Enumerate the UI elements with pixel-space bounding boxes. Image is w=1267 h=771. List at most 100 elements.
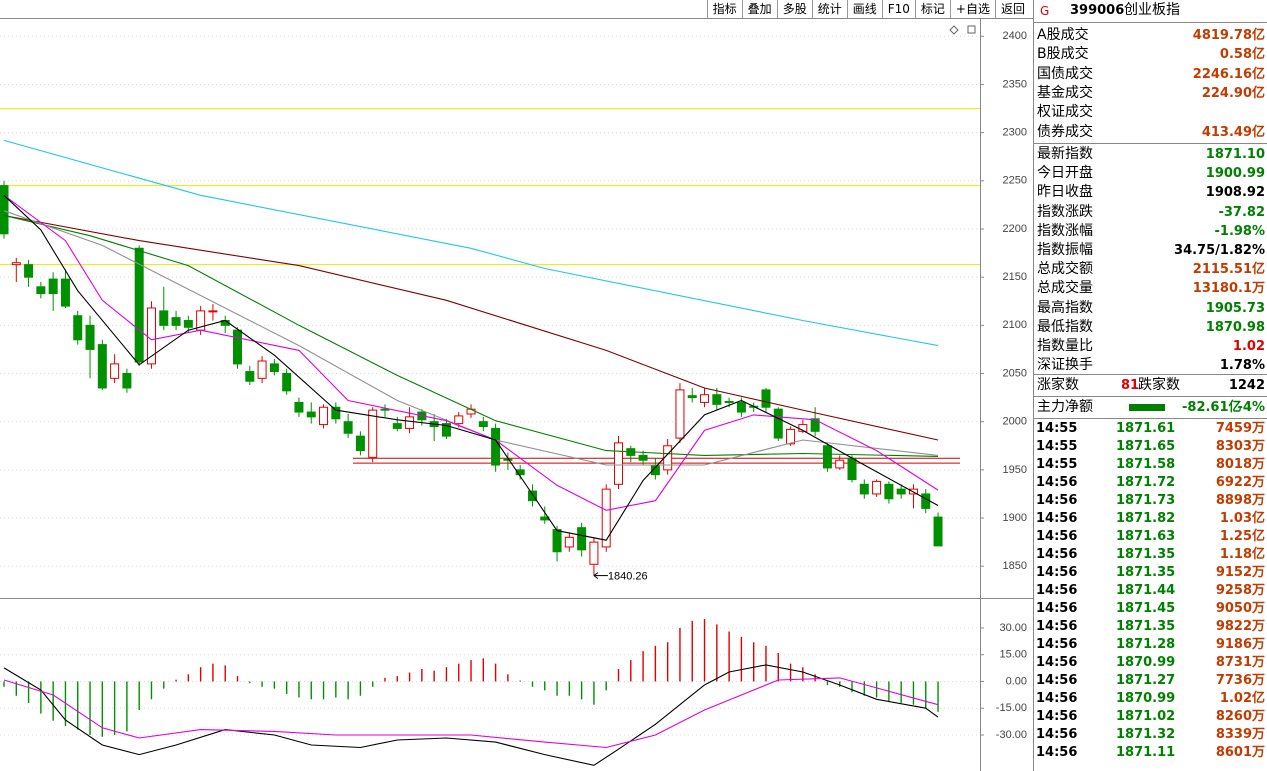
separator (1034, 22, 1267, 23)
up-label: 涨家数 (1037, 377, 1079, 393)
row-value: 1.02 (1232, 339, 1265, 354)
row-label: 基金成交 (1037, 84, 1093, 101)
candle-body (638, 454, 648, 461)
y-tick-label: 30.00 (999, 622, 1027, 634)
row-value: 1.78% (1219, 358, 1265, 374)
trade-price: 1871.35 (1116, 619, 1176, 634)
trade-volume: 1.02亿 (1219, 691, 1265, 706)
trade-volume: 1.03亿 (1219, 511, 1265, 526)
indicator-line (3, 139, 939, 347)
candle-body (306, 411, 316, 418)
row-value: 1870.98 (1205, 319, 1265, 335)
trade-price: 1871.11 (1116, 745, 1176, 760)
candle-body (171, 317, 181, 326)
candle-body (896, 488, 906, 495)
row-label: 昨日收盘 (1037, 184, 1093, 201)
trade-volume: 6922万 (1215, 475, 1265, 490)
candle-body (589, 541, 599, 565)
row-value: 2115.51亿 (1192, 262, 1265, 278)
row-label: 总成交量 (1037, 280, 1093, 297)
candle-body (478, 421, 488, 428)
trade-time: 14:56 (1036, 475, 1078, 490)
main-force-pct: -4% (1237, 400, 1265, 415)
trade-time: 14:56 (1036, 745, 1078, 760)
candle-body (847, 457, 857, 480)
row-value: 1900.99 (1205, 166, 1265, 182)
toolbar-button[interactable]: F10 (881, 0, 915, 18)
trade-time: 14:56 (1036, 601, 1078, 616)
trade-price: 1870.99 (1116, 655, 1176, 670)
candle-body (503, 458, 513, 461)
row-label: 指数量比 (1037, 338, 1093, 354)
trade-volume: 9258万 (1215, 583, 1265, 598)
toolbar-button[interactable]: 画线 (846, 0, 882, 18)
y-tick-label: 1850 (1003, 560, 1027, 572)
candle-body (380, 408, 390, 411)
candle-body (11, 262, 21, 266)
candle-body (122, 373, 132, 389)
candle-body (134, 247, 144, 363)
candle-body (73, 315, 83, 341)
candle-body (454, 415, 464, 425)
row-label: 权证成交 (1037, 104, 1093, 121)
trade-volume: 8018万 (1215, 457, 1265, 472)
trade-volume: 8731万 (1215, 655, 1265, 670)
row-value: -1.98% (1214, 223, 1266, 239)
row-value: 413.49亿 (1201, 124, 1265, 140)
trade-price: 1871.72 (1116, 475, 1176, 490)
candle-body (773, 408, 783, 439)
row-label: B股成交 (1037, 46, 1089, 63)
trade-volume: 8303万 (1215, 439, 1265, 454)
toolbar-button[interactable]: 统计 (811, 0, 847, 18)
row-label: 总成交额 (1037, 261, 1093, 278)
row-value: -37.82 (1218, 204, 1265, 220)
row-value: 34.75/1.82% (1174, 243, 1265, 258)
trade-volume: 9050万 (1215, 601, 1265, 616)
trade-price: 1871.32 (1116, 727, 1176, 742)
trade-volume: 8260万 (1215, 709, 1265, 724)
y-tick-label: 2350 (1003, 78, 1027, 90)
trade-time: 14:56 (1036, 691, 1078, 706)
candle-body (577, 527, 587, 551)
candle-body (712, 394, 722, 405)
candle-body (60, 278, 70, 307)
row-label: 最新指数 (1037, 146, 1093, 162)
trade-time: 14:56 (1036, 547, 1078, 562)
candle-body (761, 389, 771, 408)
candle-body (183, 320, 193, 328)
quote-panel: G 399006 创业板指 A股成交 4819.78亿 B股成交 0.58亿 国债成交 2246… (1033, 0, 1267, 771)
trade-price: 1871.35 (1116, 565, 1176, 580)
row-label: 深证换手 (1037, 357, 1093, 374)
candle-body (441, 423, 451, 437)
toolbar-button[interactable]: 返回 (994, 0, 1030, 18)
row-label: 国债成交 (1037, 65, 1093, 82)
row-value: 1908.92 (1205, 185, 1265, 201)
trade-volume: 9822万 (1215, 619, 1265, 634)
candle-body (675, 389, 685, 439)
toolbar-button[interactable]: 标记 (914, 0, 950, 18)
row-label: 指数振幅 (1037, 242, 1093, 258)
toolbar-button[interactable]: 叠加 (741, 0, 777, 18)
chart: 2400 2350 2300 2250 2200 2150 2100 2050 2000 1950… (0, 18, 1033, 771)
y-tick-label: 1950 (1003, 464, 1027, 476)
down-label: 跌家数 (1138, 377, 1180, 393)
candle-body (724, 400, 734, 403)
name: 创业板指 (1124, 2, 1180, 18)
row-label: 债券成交 (1037, 123, 1093, 140)
trade-price: 1871.82 (1116, 511, 1176, 526)
toolbar-button[interactable]: 多股 (776, 0, 812, 18)
trade-price: 1871.28 (1116, 637, 1176, 652)
toolbar-button[interactable]: 指标 (706, 0, 742, 18)
icon (949, 25, 959, 35)
y-tick-label: 2050 (1003, 367, 1027, 379)
toolbar: 指标 叠加 多股 统计 画线 F10 标记 +自选 返回 (706, 0, 1030, 18)
candle-body (822, 445, 832, 469)
toolbar-button[interactable]: +自选 (949, 0, 995, 18)
trade-price: 1871.02 (1116, 709, 1176, 724)
row-label: 今日开盘 (1037, 165, 1093, 182)
candle-body (282, 373, 292, 392)
candle-body (527, 490, 537, 502)
candle-body (552, 529, 562, 553)
candle-body (110, 363, 120, 379)
candle-body (85, 324, 95, 350)
